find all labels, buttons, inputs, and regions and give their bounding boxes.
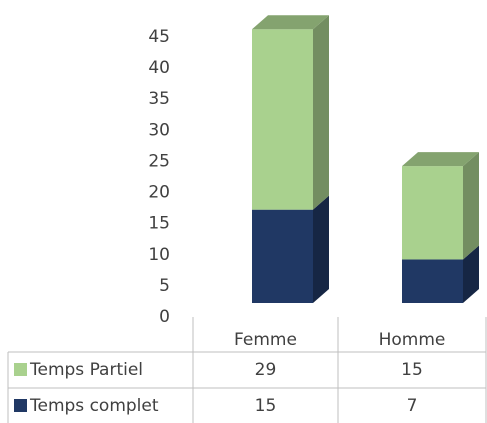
bar	[252, 29, 313, 210]
bar	[252, 209, 313, 303]
y-tick-label: 25	[148, 151, 170, 171]
y-tick-label: 20	[148, 183, 170, 203]
y-tick-label: 5	[159, 276, 170, 296]
bar-side	[313, 195, 329, 303]
bar-side	[463, 152, 479, 260]
y-tick-label: 30	[148, 120, 170, 140]
y-tick-label: 15	[148, 214, 170, 234]
legend-swatch	[14, 363, 27, 376]
table-value: 7	[407, 396, 418, 416]
table-value: 29	[255, 360, 277, 380]
y-tick-label: 45	[148, 27, 170, 47]
y-tick-label: 0	[159, 307, 170, 327]
bar-side	[313, 15, 329, 210]
legend-swatch	[14, 399, 27, 412]
y-tick-label: 40	[148, 58, 170, 78]
legend-label: Temps complet	[29, 396, 159, 416]
table-value: 15	[255, 396, 277, 416]
x-tick-label: Homme	[379, 330, 446, 350]
bar-side	[463, 245, 479, 303]
bar	[402, 259, 463, 303]
y-tick-label: 10	[148, 245, 170, 265]
bar-top	[402, 152, 479, 167]
x-tick-label: Femme	[234, 330, 297, 350]
bar-top	[252, 15, 329, 30]
table-value: 15	[401, 360, 423, 380]
bar	[402, 166, 463, 260]
legend-label: Temps Partiel	[29, 360, 143, 380]
y-tick-label: 35	[148, 89, 170, 109]
